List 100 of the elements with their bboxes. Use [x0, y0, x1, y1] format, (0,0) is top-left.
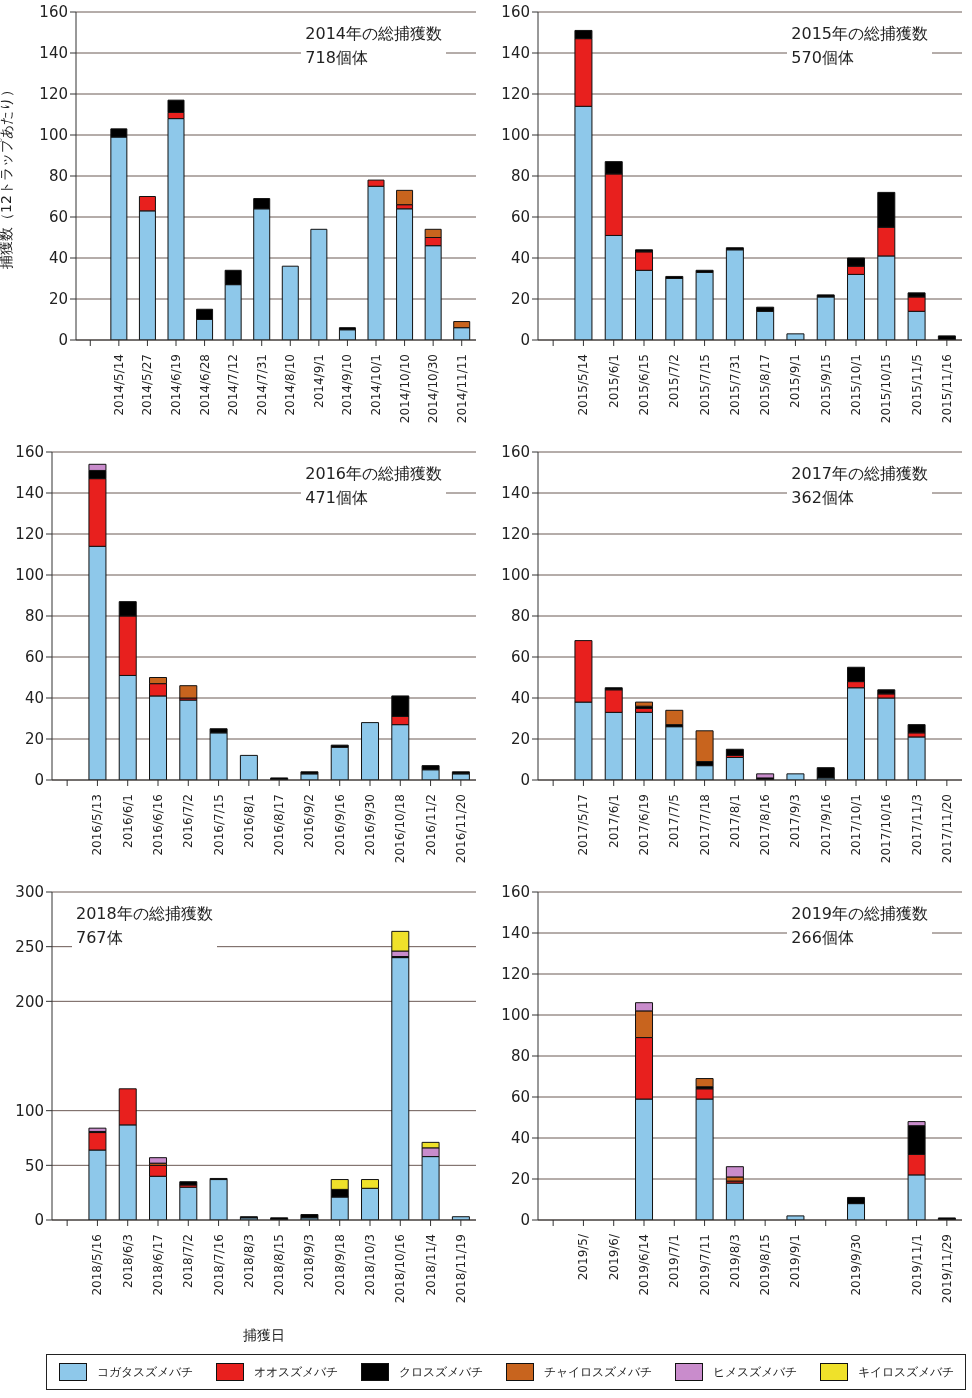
y-tick-label: 50	[24, 1156, 44, 1175]
x-tick-label: 2017/10/1	[849, 794, 863, 856]
x-tick-label: 2014/10/1	[369, 354, 383, 416]
x-tick-label: 2019/8/3	[727, 1234, 742, 1288]
x-tick-label: 2018/10/16	[393, 1234, 408, 1304]
y-tick-label: 140	[39, 44, 68, 63]
y-tick-label: 80	[48, 167, 68, 186]
y-tick-label: 160	[501, 3, 530, 22]
y-tick-label: 80	[24, 607, 44, 626]
x-tick-label: 2019/11/1	[909, 1234, 924, 1296]
annotation: 362個体	[791, 487, 855, 509]
y-tick-label: 140	[15, 484, 44, 503]
x-tick-label: 2014/8/10	[283, 354, 298, 416]
x-tick-label: 2017/8/1	[727, 794, 742, 848]
y-tick-label: 20	[24, 730, 44, 749]
y-tick-label: 160	[39, 3, 68, 22]
legend-label: オオスズメバチ	[253, 1363, 338, 1381]
x-tick-label: 2015/5/14	[576, 354, 591, 416]
x-tick-label: 2016/11/2	[423, 794, 438, 856]
x-tick-label: 2018/5/16	[90, 1234, 105, 1296]
x-tick-label: 2018/9/18	[332, 1234, 347, 1296]
x-tick-label: 2014/9/10	[340, 354, 355, 416]
x-tick-label: 2016/6/1	[120, 794, 135, 848]
y-tick-label: 140	[501, 924, 530, 943]
x-tick-label: 2016/11/20	[453, 794, 468, 864]
x-tick-label: 2015/6/15	[637, 354, 651, 416]
x-tick-label: 2014/10/30	[426, 354, 441, 424]
x-tick-label: 2017/11/20	[939, 794, 954, 864]
x-tick-label: 2018/10/3	[363, 1234, 377, 1296]
x-tick-label: 2018/6/3	[120, 1234, 135, 1288]
x-tick-label: 2018/8/3	[241, 1234, 256, 1288]
annotation: 2016年の総捕獲数	[305, 463, 442, 485]
x-tick-label: 2015/9/1	[788, 354, 803, 408]
x-tick-label: 2014/9/1	[311, 354, 326, 408]
x-tick-label: 2016/7/15	[211, 794, 226, 856]
x-tick-label: 2015/7/2	[667, 354, 682, 408]
y-tick-label: 80	[510, 607, 530, 626]
legend-label: コガタスズメバチ	[96, 1363, 193, 1381]
y-tick-label: 120	[15, 525, 44, 544]
y-tick-label: 20	[510, 730, 530, 749]
y-tick-label: 20	[510, 1170, 530, 1189]
y-tick-label: 160	[501, 443, 530, 462]
x-tick-label: 2014/11/11	[454, 354, 469, 424]
legend-label: クロスズメバチ	[398, 1363, 483, 1381]
x-tick-label: 2014/10/10	[397, 354, 412, 424]
y-tick-label: 40	[510, 249, 530, 268]
y-tick-label: 100	[501, 566, 530, 585]
annotation: 471個体	[305, 487, 369, 509]
x-axis-title: 捕獲日	[243, 1327, 285, 1343]
legend-label: キイロスズメバチ	[857, 1363, 954, 1381]
y-tick-label: 200	[15, 992, 44, 1011]
x-tick-label: 2018/11/4	[423, 1234, 438, 1296]
y-tick-label: 80	[510, 1047, 530, 1066]
y-tick-label: 140	[501, 484, 530, 503]
x-tick-label: 2019/7/1	[667, 1234, 682, 1288]
x-tick-label: 2019/11/29	[939, 1234, 954, 1304]
annotation: 2017年の総捕獲数	[791, 463, 928, 485]
x-tick-label: 2019/6/	[606, 1233, 621, 1281]
y-tick-label: 0	[520, 1211, 530, 1230]
x-tick-label: 2018/8/15	[272, 1234, 287, 1296]
y-tick-label: 140	[501, 44, 530, 63]
x-tick-label: 2018/6/17	[151, 1234, 165, 1296]
annotation: 266個体	[791, 927, 855, 949]
y-tick-label: 120	[39, 85, 68, 104]
annotation: 718個体	[305, 47, 369, 69]
y-tick-label: 20	[48, 290, 68, 309]
x-tick-label: 2017/6/1	[606, 794, 621, 848]
x-tick-label: 2014/6/19	[169, 354, 183, 416]
x-tick-label: 2018/7/16	[211, 1234, 226, 1296]
annotation: 570個体	[791, 47, 855, 69]
x-tick-label: 2014/7/31	[254, 354, 269, 416]
x-tick-label: 2015/6/1	[606, 354, 621, 408]
y-tick-label: 100	[501, 1006, 530, 1025]
annotation: 2015年の総捕獲数	[791, 23, 928, 45]
x-tick-label: 2016/9/16	[332, 794, 347, 856]
y-tick-label: 60	[510, 208, 530, 227]
x-tick-label: 2015/11/5	[909, 354, 924, 416]
annotation: 2014年の総捕獲数	[305, 23, 442, 45]
y-tick-label: 0	[34, 771, 44, 790]
y-tick-label: 160	[15, 443, 44, 462]
x-tick-label: 2014/5/14	[111, 354, 126, 416]
x-tick-label: 2014/7/12	[226, 354, 241, 416]
x-tick-label: 2018/7/2	[181, 1234, 196, 1288]
x-tick-label: 2016/8/17	[272, 794, 287, 856]
y-tick-label: 80	[510, 167, 530, 186]
y-tick-label: 120	[501, 525, 530, 544]
y-tick-label: 20	[510, 290, 530, 309]
legend-label: ヒメスズメバチ	[712, 1363, 797, 1381]
y-tick-label: 60	[510, 648, 530, 667]
x-tick-label: 2016/5/13	[90, 794, 105, 856]
x-tick-label: 2017/7/5	[667, 794, 682, 848]
y-tick-label: 120	[501, 85, 530, 104]
x-tick-label: 2015/11/16	[939, 354, 954, 424]
y-tick-label: 0	[58, 331, 68, 350]
y-tick-label: 0	[520, 331, 530, 350]
x-tick-label: 2015/7/31	[727, 354, 742, 416]
y-tick-label: 100	[39, 126, 68, 145]
y-tick-label: 40	[510, 1129, 530, 1148]
x-tick-label: 2017/7/18	[697, 794, 712, 856]
y-tick-label: 60	[48, 208, 68, 227]
